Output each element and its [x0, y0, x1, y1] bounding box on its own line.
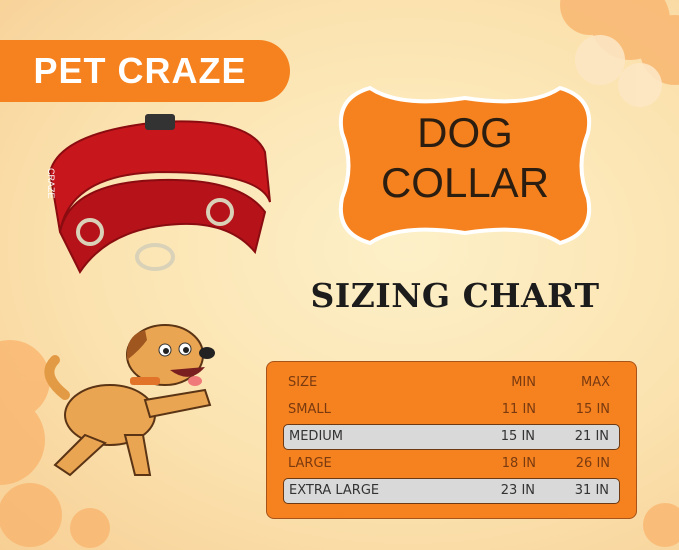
cell-size: MEDIUM [289, 429, 344, 444]
header-max: MAX [580, 375, 610, 390]
sizing-table: SIZE MIN MAX SMALL 11 IN 15 IN MEDIUM 15… [266, 361, 637, 519]
cell-min: 23 IN [500, 483, 535, 498]
cell-size: SMALL [288, 402, 331, 417]
cell-min: 18 IN [501, 456, 536, 471]
header-size: SIZE [288, 375, 318, 390]
brand-banner: PET CRAZE [0, 40, 290, 102]
table-header-row: SIZE MIN MAX [283, 370, 620, 396]
cell-size: LARGE [288, 456, 332, 471]
title-badge [338, 85, 592, 246]
cell-max: 26 IN [575, 456, 610, 471]
sizing-chart-heading: SIZING CHART [310, 276, 600, 315]
table-row: EXTRA LARGE 23 IN 31 IN [283, 478, 620, 504]
cell-max: 31 IN [574, 483, 609, 498]
table-row: SMALL 11 IN 15 IN [283, 397, 620, 423]
cell-max: 21 IN [574, 429, 609, 444]
badge-line-1: DOG [417, 109, 513, 156]
collar-image: CRAZE [46, 114, 271, 274]
header-min: MIN [511, 375, 536, 390]
cell-min: 15 IN [500, 429, 535, 444]
badge-title: DOG COLLAR [340, 108, 590, 208]
buckle-icon [145, 114, 175, 130]
collar-label: CRAZE [46, 168, 56, 199]
cell-min: 11 IN [501, 402, 536, 417]
dog-illustration [44, 324, 215, 477]
badge-line-2: COLLAR [380, 159, 550, 206]
cell-size: EXTRA LARGE [289, 483, 380, 498]
table-row: LARGE 18 IN 26 IN [283, 451, 620, 477]
cell-max: 15 IN [575, 402, 610, 417]
table-row: MEDIUM 15 IN 21 IN [283, 424, 620, 450]
d-ring-icon [135, 243, 175, 271]
